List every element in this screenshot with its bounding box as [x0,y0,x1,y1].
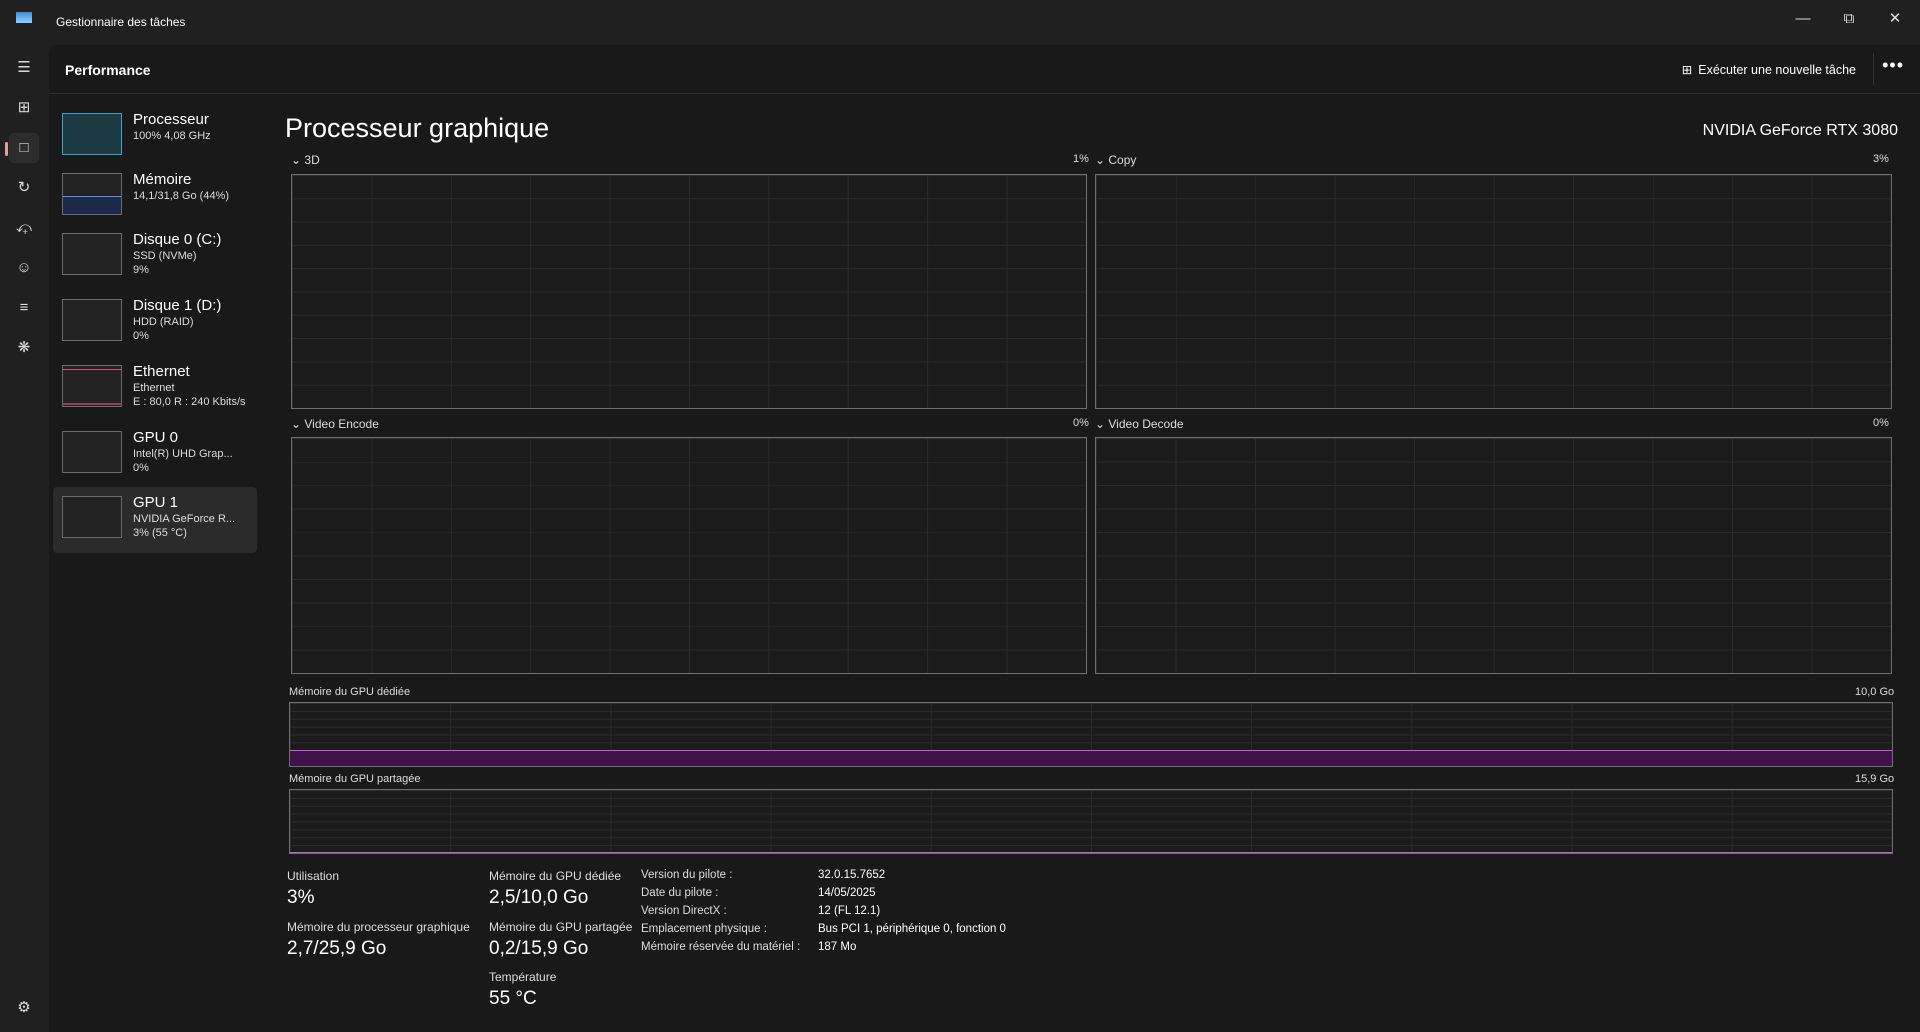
temperature-label: Température [489,970,557,984]
settings-icon[interactable]: ⚙ [17,999,31,1016]
device-cpu[interactable]: Processeur 100% 4,08 GHz [53,108,257,174]
dedicated-memory-graph [289,702,1893,767]
shared-stat-label: Mémoire du GPU partagée [489,920,633,934]
main-panel: Performance ⊞ Exécuter une nouvelle tâche… [49,45,1920,1032]
dedicated-memory-label: Mémoire du GPU dédiée [289,686,411,698]
device-detail: Ethernet [133,382,175,394]
device-detail: Intel(R) UHD Grap... [133,448,233,460]
maximize-button[interactable]: ⧉ [1843,10,1855,27]
info-key: Version du pilote : [641,869,733,881]
device-name: Disque 0 (C:) [133,231,222,248]
utilisation-value: 3% [287,887,315,908]
run-new-task-button[interactable]: ⊞ Exécuter une nouvelle tâche [1681,62,1856,78]
engine-encode-selector[interactable]: ⌄ Video Encode [291,417,379,431]
gpu1-thumbnail [62,496,122,538]
divider [1873,53,1874,85]
device-name: Disque 1 (D:) [133,297,222,314]
device-usage: 9% [133,264,149,276]
gpu-memory-label: Mémoire du processeur graphique [287,920,470,934]
device-name: Ethernet [133,363,190,380]
device-name: Mémoire [133,171,192,188]
page-title: Performance [65,62,151,78]
device-usage: E : 80,0 R : 240 Kbits/s [133,396,246,408]
device-disk0[interactable]: Disque 0 (C:) SSD (NVMe) 9% [53,228,257,294]
device-gpu1[interactable]: GPU 1 NVIDIA GeForce R... 3% (55 °C) [53,487,257,553]
device-usage: 0% [133,462,149,474]
gpu-memory-value: 2,7/25,9 Go [287,938,387,959]
device-detail: HDD (RAID) [133,316,194,328]
engine-decode-value: 0% [1873,417,1889,429]
device-usage: 0% [133,330,149,342]
shared-memory-fill [290,852,1892,853]
app-icon [16,12,32,23]
engine-encode-graph [291,437,1087,674]
ethernet-thumbnail [62,365,122,407]
processes-icon[interactable]: ⊞ [17,99,31,116]
device-detail: NVIDIA GeForce R... [133,513,236,525]
startup-icon[interactable]: ⤽ [15,219,33,236]
device-name: Processeur [133,111,209,128]
details-icon[interactable]: ≡ [19,299,29,316]
device-ethernet[interactable]: Ethernet Ethernet E : 80,0 R : 240 Kbits… [53,360,257,426]
shared-stat-value: 0,2/15,9 Go [489,938,589,959]
engine-copy-value: 3% [1873,153,1889,165]
info-value: 12 (FL 12.1) [818,905,881,917]
info-key: Mémoire réservée du matériel : [641,941,801,953]
run-new-task-label: Exécuter une nouvelle tâche [1698,62,1856,77]
shared-memory-max: 15,9 Go [1855,773,1895,785]
shared-memory-label: Mémoire du GPU partagée [289,773,421,785]
content-title: Processeur graphique [285,113,550,143]
device-memory[interactable]: Mémoire 14,1/31,8 Go (44%) [53,168,257,234]
window-title: Gestionnaire des tâches [56,15,186,29]
device-disk1[interactable]: Disque 1 (D:) HDD (RAID) 0% [53,294,257,360]
memory-thumbnail [62,173,122,215]
info-value: Bus PCI 1, périphérique 0, fonction 0 [818,923,1006,935]
menu-icon[interactable]: ☰ [17,59,31,76]
new-task-icon: ⊞ [1681,63,1693,77]
temperature-value: 55 °C [489,988,537,1009]
minimize-button[interactable]: — [1795,10,1811,27]
dedicated-stat-label: Mémoire du GPU dédiée [489,869,622,883]
dedicated-stat-value: 2,5/10,0 Go [489,887,589,908]
disk1-thumbnail [62,299,122,341]
device-detail: 100% 4,08 GHz [133,130,211,142]
gpu0-thumbnail [62,431,122,473]
engine-copy-selector[interactable]: ⌄ Copy [1095,153,1137,167]
engine-decode-graph [1095,437,1892,674]
info-value: 32.0.15.7652 [818,869,886,881]
device-gpu0[interactable]: GPU 0 Intel(R) UHD Grap... 0% [53,426,257,492]
info-key: Version DirectX : [641,905,727,917]
info-key: Emplacement physique : [641,923,767,935]
dedicated-memory-fill [290,750,1892,766]
device-name: GPU 0 [133,429,179,446]
engine-decode-selector[interactable]: ⌄ Video Decode [1095,417,1184,431]
engine-encode-value: 0% [1073,417,1089,429]
info-value: 187 Mo [818,941,857,953]
services-icon[interactable]: ❋ [17,339,31,356]
utilisation-label: Utilisation [287,869,340,883]
device-detail: SSD (NVMe) [133,250,197,262]
more-options-button[interactable]: ••• [1882,55,1904,75]
engine-3d-value: 1% [1073,153,1089,165]
disk0-thumbnail [62,233,122,275]
header: Performance ⊞ Exécuter une nouvelle tâche… [49,45,1920,94]
performance-icon[interactable]: □ [5,133,39,163]
shared-memory-graph [289,789,1893,854]
cpu-thumbnail [62,113,122,155]
dedicated-memory-max: 10,0 Go [1855,686,1895,698]
gpu-model: NVIDIA GeForce RTX 3080 [1702,122,1898,139]
info-key: Date du pilote : [641,887,719,899]
nav-rail: ☰ ⊞ □ ↻ ⤽ ☺ ≡ ❋ ⚙ [0,45,49,1032]
device-name: GPU 1 [133,494,179,511]
engine-copy-graph [1095,174,1892,409]
app-history-icon[interactable]: ↻ [17,179,31,196]
device-usage: 3% (55 °C) [133,527,187,539]
engine-3d-selector[interactable]: ⌄ 3D [291,153,320,167]
device-detail: 14,1/31,8 Go (44%) [133,190,230,202]
close-button[interactable]: ✕ [1888,10,1902,27]
title-bar: Gestionnaire des tâches — ⧉ ✕ [0,0,1920,45]
users-icon[interactable]: ☺ [16,259,32,276]
info-value: 14/05/2025 [818,887,876,899]
engine-3d-graph [291,174,1087,409]
